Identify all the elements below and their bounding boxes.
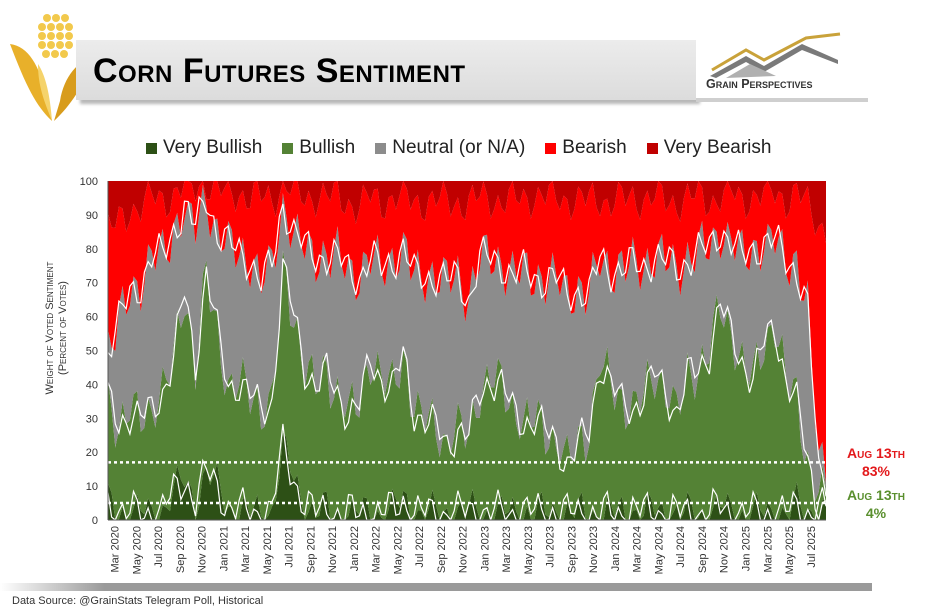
legend-item-bullish: Bullish [282,137,355,159]
x-tick-label: Mar 2023 [501,526,513,572]
annotation-bullish-value: 4% [865,505,887,521]
annotation-bearish: Aug 13th 83% [836,444,916,480]
x-tick-label: Nov 2021 [327,526,339,573]
y-tick-label: 50 [86,346,98,358]
x-tick-label: Nov 2020 [197,526,209,573]
x-tick-label: May 2020 [131,526,143,574]
x-tick-label: Sep 2022 [436,526,448,573]
x-tick-label: Jan 2021 [218,526,230,571]
x-tick-label: May 2023 [523,526,535,574]
x-tick-label: May 2021 [262,526,274,574]
corn-logo-icon [10,14,96,121]
annotation-bullish: Aug 13th 4% [836,486,916,522]
area-series-very-bearish [108,181,826,243]
x-tick-label: Sep 2024 [697,526,709,573]
x-tick-label: May 2024 [654,526,666,574]
y-tick-label: 60 [86,312,98,324]
x-tick-label: Jul 2020 [153,526,165,568]
x-tick-label: Jan 2024 [610,526,622,571]
x-tick-label: Mar 2022 [371,526,383,572]
legend-label-bearish: Bearish [562,137,627,158]
area-series-neutral-or-n-a- [108,184,826,502]
legend-label-neutral: Neutral (or N/A) [392,137,526,158]
title-band [76,40,696,100]
x-tick-label: May 2022 [392,526,404,574]
data-source: Data Source: @GrainStats Telegram Poll, … [12,595,264,607]
x-tick-label: Jan 2023 [479,526,491,571]
x-tick-label: Mar 2021 [240,526,252,572]
legend-item-bearish: Bearish [545,137,627,159]
overlay-line-0 [107,258,827,523]
overlay-line-1 [107,423,827,523]
x-tick-label: Jul 2021 [284,526,296,568]
annotation-bearish-value: 83% [861,463,891,479]
legend-label-very-bearish: Very Bearish [663,137,772,158]
x-tick-label: Jul 2022 [414,526,426,568]
y-tick-label: 30 [86,413,98,425]
area-series-bearish [108,181,826,483]
legend-item-very-bullish: Very Bullish [146,137,262,159]
chart-legend: Very Bullish Bullish Neutral (or N/A) Be… [146,137,791,159]
x-tick-label: Sep 2023 [566,526,578,573]
grain-perspectives-logo-icon [710,32,841,78]
y-tick-label: 100 [80,176,98,188]
legend-item-neutral: Neutral (or N/A) [375,137,525,159]
footer-divider [0,583,872,591]
y-tick-label: 10 [86,481,98,493]
legend-swatch-neutral [375,142,387,154]
x-tick-label: Mar 2020 [110,526,122,572]
y-tick-label: 80 [86,244,98,256]
legend-swatch-very-bearish [646,142,658,154]
annotation-bullish-date: Aug 13th [847,487,905,503]
x-tick-label: Sep 2020 [175,526,187,573]
page-title: Corn Futures Sentiment [93,52,466,90]
legend-swatch-bearish [545,142,557,154]
x-tick-label: Jan 2025 [741,526,753,571]
legend-swatch-very-bullish [146,142,157,154]
y-tick-label: 90 [86,210,98,222]
x-tick-label: Sep 2021 [305,526,317,573]
area-series-very-bullish [108,432,826,520]
y-tick-label: 40 [86,379,98,391]
brand-name: Grain Perspectives [706,77,813,91]
annotation-bearish-date: Aug 13th [847,445,905,461]
y-tick-label: 20 [86,447,98,459]
legend-label-very-bullish: Very Bullish [163,137,263,158]
legend-swatch-bullish [282,142,294,154]
x-tick-label: May 2025 [784,526,796,574]
x-tick-label: Mar 2025 [762,526,774,572]
x-tick-label: Jul 2025 [806,526,818,568]
legend-label-bullish: Bullish [299,137,356,158]
legend-item-very-bearish: Very Bearish [646,137,772,159]
x-tick-label: Jul 2024 [675,526,687,568]
overlay-line-2 [107,195,827,497]
x-tick-label: Nov 2022 [458,526,470,573]
x-tick-label: Jan 2022 [349,526,361,571]
x-tick-label: Jul 2023 [545,526,557,568]
y-tick-label: 70 [86,278,98,290]
x-tick-label: Nov 2024 [719,526,731,573]
area-series-bullish [108,250,826,520]
x-tick-label: Mar 2024 [632,526,644,572]
x-tick-label: Nov 2023 [588,526,600,573]
y-tick-label: 0 [92,515,98,527]
